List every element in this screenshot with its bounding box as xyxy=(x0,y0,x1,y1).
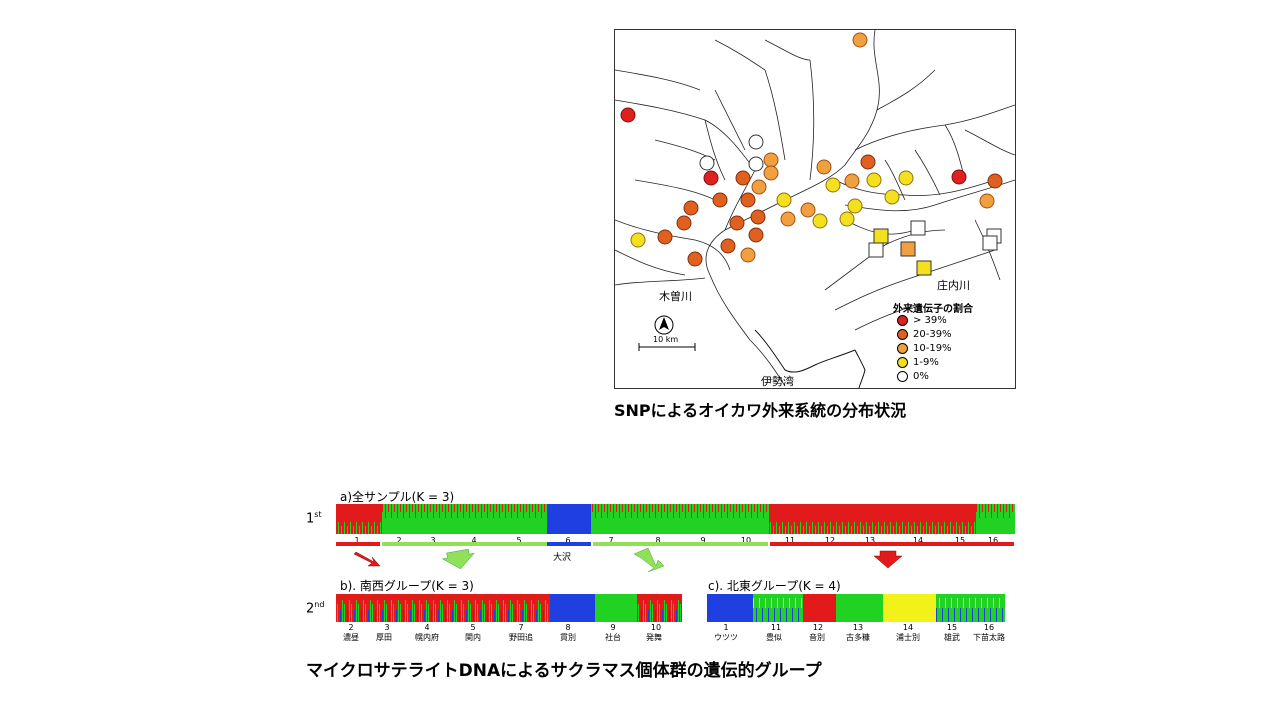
pop-number: 16 xyxy=(987,536,999,545)
structure-plot-c xyxy=(707,594,1005,622)
pop-number: 8 xyxy=(655,536,661,545)
pop-number: 10 xyxy=(740,536,752,545)
sampling-sites xyxy=(620,32,1003,276)
pop-number: 1 xyxy=(723,623,729,632)
legend-swatch xyxy=(897,370,908,382)
pop-number: 2 xyxy=(348,623,354,632)
group-bars xyxy=(336,542,1014,573)
pop-name: 貫別 xyxy=(560,633,576,642)
arrow-green-left-icon xyxy=(441,548,475,570)
legend-swatch xyxy=(897,342,908,354)
pop-number: 15 xyxy=(946,623,958,632)
pop-name: 音別 xyxy=(809,633,825,642)
osawa-label: 大沢 xyxy=(553,553,572,563)
group-bar-green-right xyxy=(593,542,768,546)
legend-swatch xyxy=(897,328,908,340)
pop-name: 下苗太路 xyxy=(973,633,1005,642)
row-2nd-label: 2nd xyxy=(306,600,325,617)
legend-label: 10-19% xyxy=(913,343,952,354)
pop-number: 16 xyxy=(983,623,995,632)
row-1st-label: 1st xyxy=(306,510,322,527)
pop-number: 5 xyxy=(516,536,522,545)
pop-number: 11 xyxy=(784,536,796,545)
structure-plot-b-svg xyxy=(336,594,682,622)
structure-plot-a xyxy=(336,504,1015,534)
north-arrow-icon xyxy=(654,315,674,335)
kiso-river-label: 木曽川 xyxy=(659,290,692,303)
pop-number: 13 xyxy=(852,623,864,632)
pop-number: 7 xyxy=(518,623,524,632)
bottom-caption: マイクロサテライトDNAによるサクラマス個体群の遺伝的グループ xyxy=(306,661,822,681)
pop-number: 4 xyxy=(471,536,477,545)
map-legend: 外来遺伝子の割合 > 39% 20-39% 10-19% 1-9% 0% xyxy=(887,298,1007,386)
pop-name: 幌内府 xyxy=(415,633,439,642)
pop-number: 14 xyxy=(912,536,924,545)
structure-plot-c-svg xyxy=(707,594,1005,622)
pop-number: 9 xyxy=(700,536,706,545)
pop-name: 関内 xyxy=(465,633,481,642)
pop-number: 3 xyxy=(430,536,436,545)
pop-number: 1 xyxy=(354,536,360,545)
legend-label: 20-39% xyxy=(913,329,952,340)
legend-label: 1-9% xyxy=(913,357,939,368)
legend-item: 10-19% xyxy=(897,342,952,356)
pop-name: 浦士別 xyxy=(896,633,920,642)
pop-name: 発舞 xyxy=(646,633,662,642)
pop-name: ウツツ xyxy=(714,633,738,642)
pop-number: 2 xyxy=(396,536,402,545)
pop-name: 野田追 xyxy=(509,633,533,642)
pop-name: 豊似 xyxy=(766,633,782,642)
pop-name: 厚田 xyxy=(376,633,392,642)
pop-number: 6 xyxy=(565,536,571,545)
pop-number: 10 xyxy=(650,623,662,632)
pop-number: 9 xyxy=(610,623,616,632)
legend-item: 1-9% xyxy=(897,356,939,370)
river-map xyxy=(615,30,1015,388)
plot-a-title: a)全サンプル(K = 3) xyxy=(340,490,455,504)
ise-bay-label: 伊勢湾 xyxy=(761,375,794,388)
pop-name: 濃昼 xyxy=(343,633,359,642)
arrow-red-right-icon xyxy=(873,550,903,569)
pop-number: 4 xyxy=(424,623,430,632)
group-bar-blue xyxy=(547,542,591,546)
pop-name: 雄武 xyxy=(944,633,960,642)
plot-c-title: c). 北東グループ(K = 4) xyxy=(708,579,841,593)
arrow-green-right-icon xyxy=(633,547,665,573)
shonai-river-label: 庄内川 xyxy=(937,279,970,292)
pop-number: 7 xyxy=(608,536,614,545)
group-bar-red-left xyxy=(336,542,380,546)
plot-b-title: b). 南西グループ(K = 3) xyxy=(340,579,474,593)
legend-swatch xyxy=(897,356,908,368)
pop-name: 社台 xyxy=(605,633,621,642)
pop-number: 3 xyxy=(384,623,390,632)
structure-plot-b xyxy=(336,594,682,622)
scale-bar xyxy=(638,343,696,351)
map-panel: 木曽川 庄内川 伊勢湾 10 km 外来遺伝子の割合 > 39% 20-39% … xyxy=(614,29,1016,389)
group-bar-red-right xyxy=(770,542,1014,546)
legend-title: 外来遺伝子の割合 xyxy=(893,304,973,315)
arrow-red-left-icon xyxy=(353,551,381,567)
map-caption: SNPによるオイカワ外来系統の分布状況 xyxy=(614,401,907,420)
pop-name: 古多糠 xyxy=(846,633,870,642)
pop-number: 15 xyxy=(954,536,966,545)
pop-number: 13 xyxy=(864,536,876,545)
pop-number: 14 xyxy=(902,623,914,632)
pop-number: 5 xyxy=(470,623,476,632)
pop-number: 12 xyxy=(824,536,836,545)
group-bar-green-left xyxy=(382,542,547,546)
legend-item: 20-39% xyxy=(897,328,952,342)
coastline xyxy=(754,329,866,388)
legend-item: > 39% xyxy=(897,314,947,328)
pop-number: 11 xyxy=(770,623,782,632)
pop-number: 12 xyxy=(812,623,824,632)
legend-swatch xyxy=(897,314,908,326)
structure-plot-a-svg xyxy=(336,504,1015,534)
scale-label: 10 km xyxy=(653,335,679,344)
pop-number: 8 xyxy=(565,623,571,632)
river-network xyxy=(615,30,1015,387)
legend-label: > 39% xyxy=(913,315,947,326)
legend-label: 0% xyxy=(913,371,929,382)
legend-item: 0% xyxy=(897,370,929,384)
